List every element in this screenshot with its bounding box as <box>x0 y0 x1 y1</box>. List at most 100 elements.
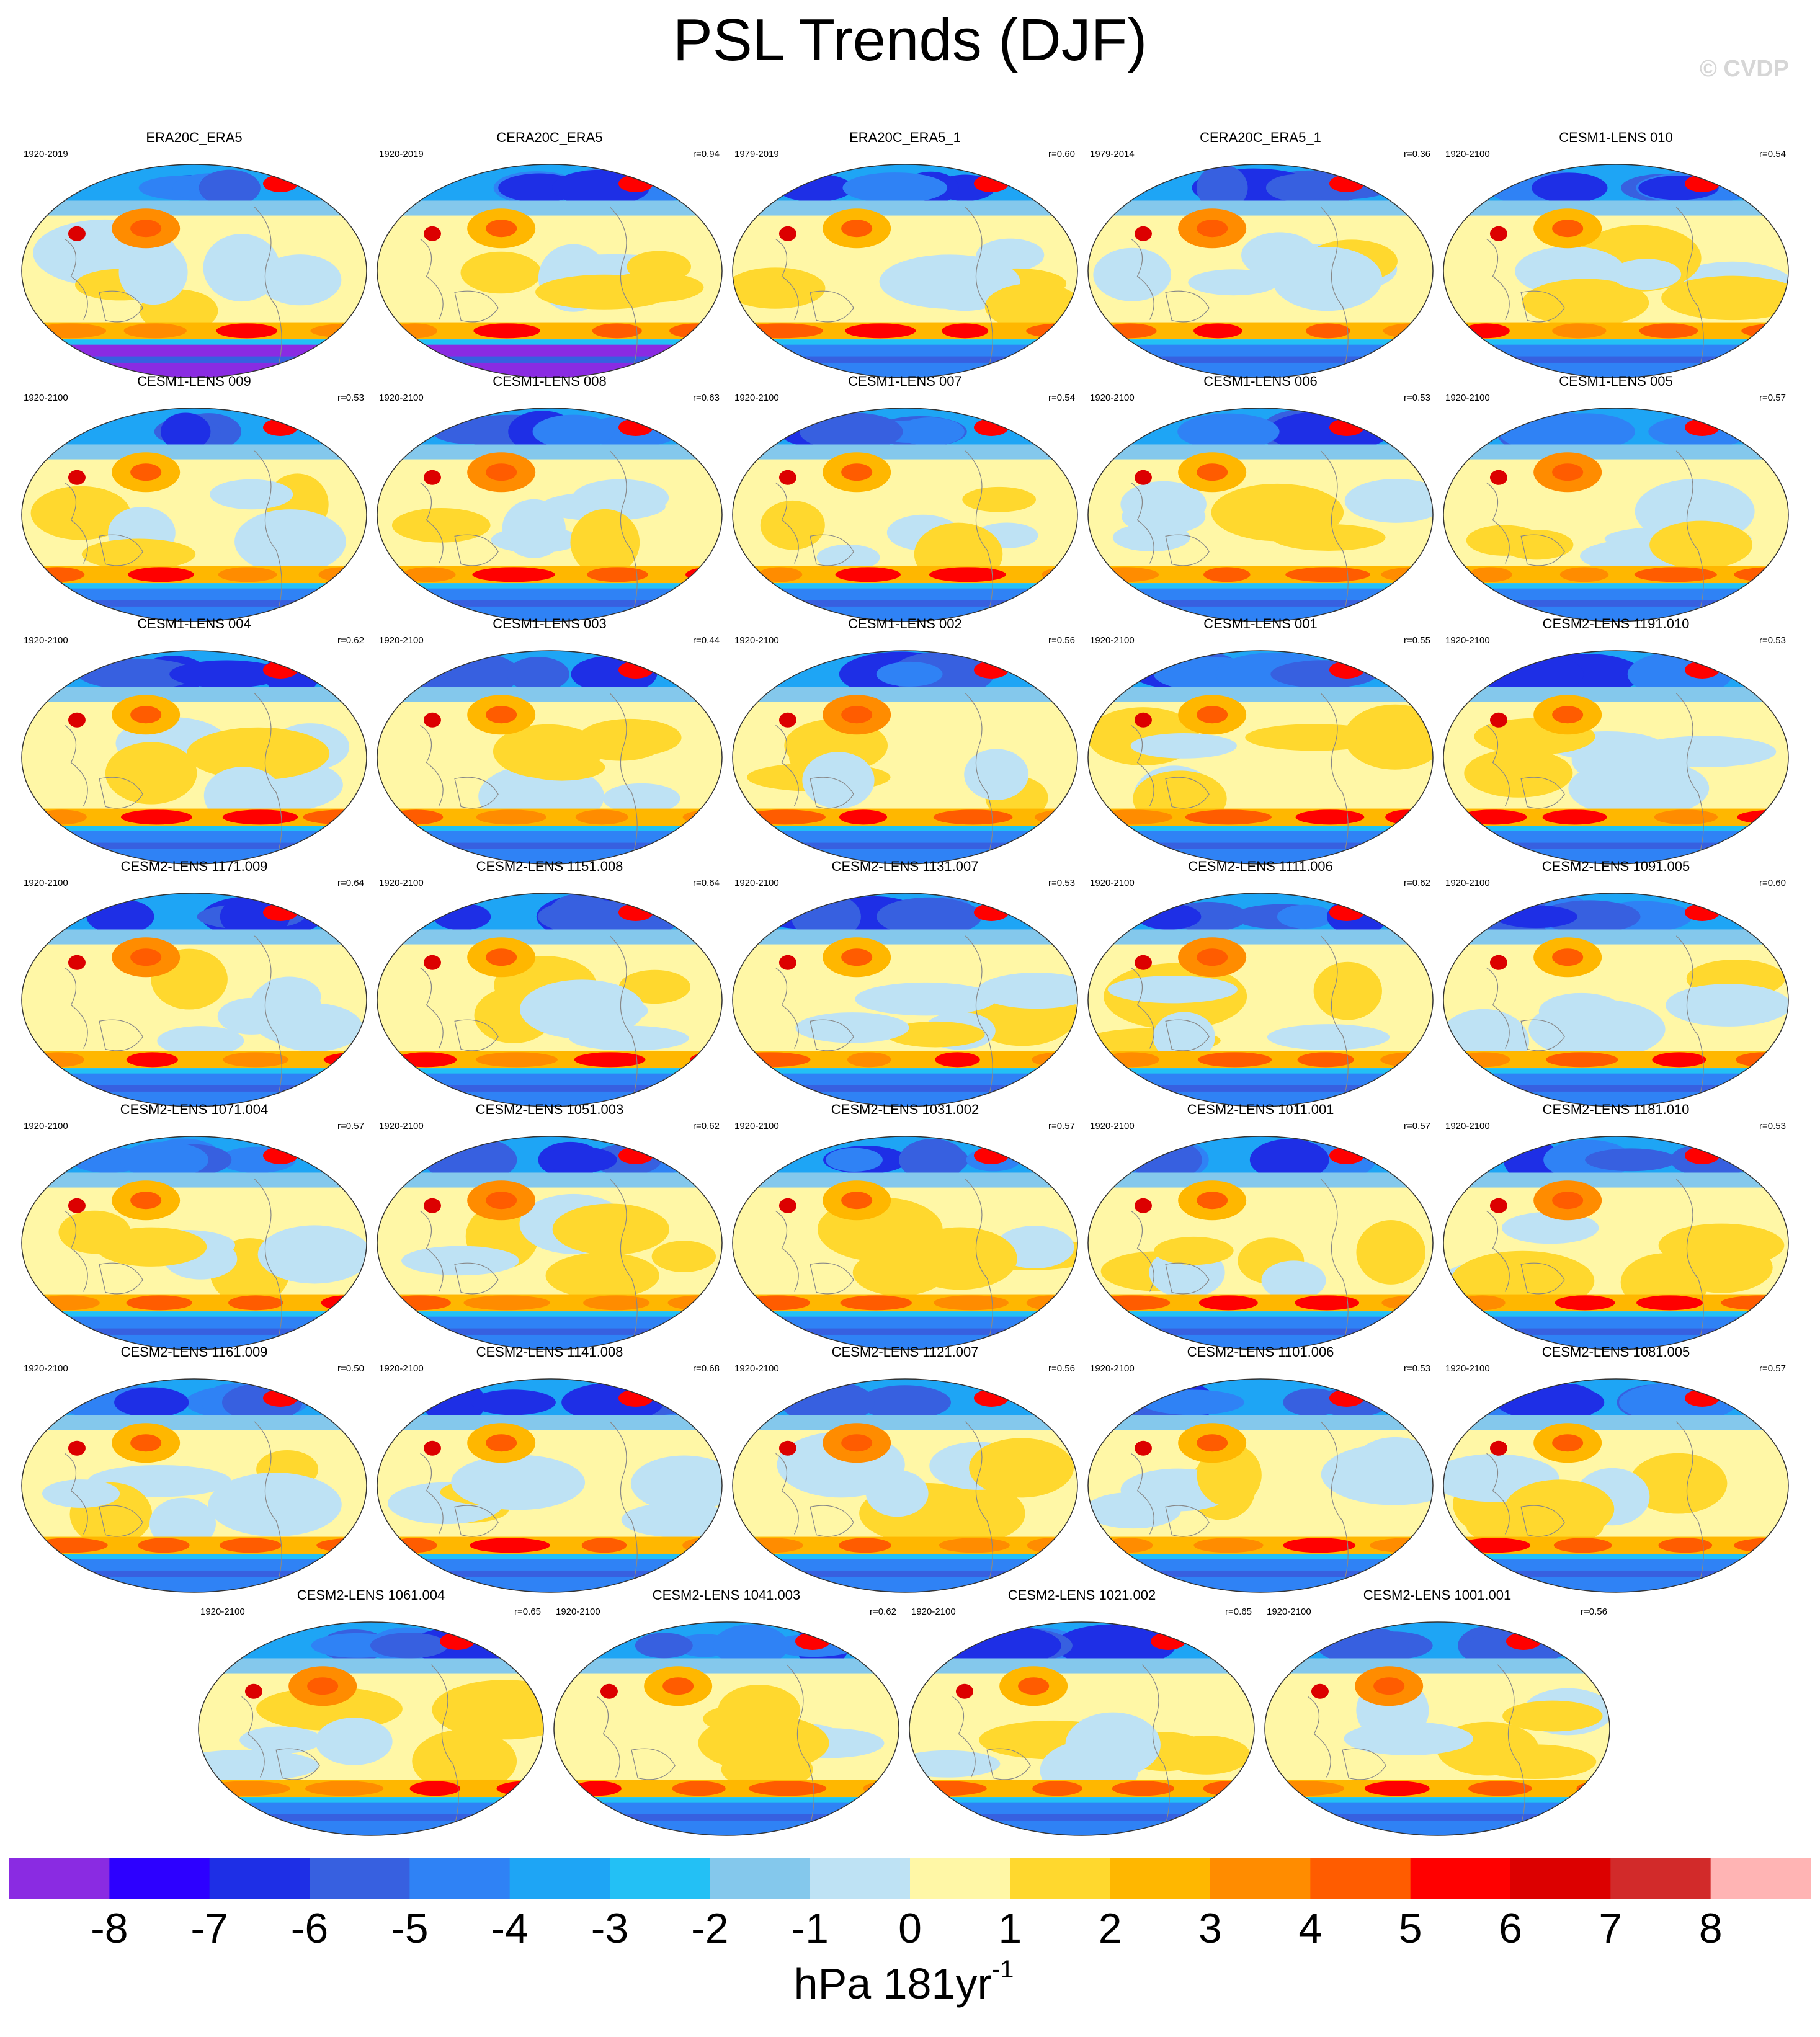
colorbar-tick-label: -7 <box>190 1905 228 1952</box>
colorbar-tick-label: -5 <box>391 1905 428 1952</box>
panel-r-value: r=0.62 <box>693 1121 720 1131</box>
map-panel: CESM2-LENS 1001.001 1920-2100 r=0.56 <box>1264 1587 1610 1836</box>
colorbar-swatch <box>9 1858 110 1899</box>
panel-r-value: r=0.53 <box>1759 1121 1786 1131</box>
colorbar-tick-label: 8 <box>1699 1905 1723 1952</box>
panel-years: 1920-2100 <box>556 1607 600 1617</box>
panel-r-value: r=0.60 <box>1759 878 1786 888</box>
colorbar-tick-label: 6 <box>1499 1905 1522 1952</box>
panel-title: CESM2-LENS 1181.010 <box>1543 1102 1690 1117</box>
panel-title: CESM1-LENS 008 <box>493 373 606 389</box>
map-panel: CESM2-LENS 1111.006 1920-2100 r=0.62 <box>1087 858 1434 1107</box>
colorbar-tick-label: 4 <box>1298 1905 1322 1952</box>
panel-r-value: r=0.57 <box>1048 1121 1075 1131</box>
colorbar-tick-label: 5 <box>1399 1905 1422 1952</box>
panel-years: 1920-2100 <box>1090 635 1135 646</box>
colorbar-swatch <box>610 1858 710 1899</box>
panel-years: 1920-2100 <box>24 1121 68 1131</box>
map-panel: CESM2-LENS 1161.009 1920-2100 r=0.50 <box>21 1344 367 1593</box>
trend-map <box>1443 164 1788 378</box>
trend-map <box>377 893 722 1107</box>
colorbar-tick-label: -8 <box>91 1905 128 1952</box>
colorbar-tick-label: -4 <box>491 1905 528 1952</box>
panel-title: CESM2-LENS 1111.006 <box>1188 858 1333 874</box>
panel-r-value: r=0.65 <box>1225 1607 1252 1617</box>
trend-map <box>1443 408 1788 622</box>
trend-map <box>733 893 1077 1107</box>
panel-years: 1979-2019 <box>734 149 779 159</box>
map-panel: CESM2-LENS 1181.010 1920-2100 r=0.53 <box>1443 1102 1789 1350</box>
panel-r-value: r=0.55 <box>1404 635 1430 646</box>
map-panel: CESM1-LENS 001 1920-2100 r=0.55 <box>1087 616 1434 865</box>
panel-years: 1920-2100 <box>1090 878 1135 888</box>
map-panel: CESM2-LENS 1081.005 1920-2100 r=0.57 <box>1443 1344 1789 1593</box>
map-panel: CESM2-LENS 1141.008 1920-2100 r=0.68 <box>377 1344 723 1593</box>
panel-title: CESM1-LENS 005 <box>1559 373 1672 389</box>
panel-r-value: r=0.57 <box>1759 1363 1786 1374</box>
panel-years: 1920-2100 <box>911 1607 956 1617</box>
colorbar-swatch <box>910 1858 1010 1899</box>
panel-years: 1920-2100 <box>379 1363 424 1374</box>
panel-years: 1920-2100 <box>1445 1363 1490 1374</box>
trend-map <box>1088 408 1433 622</box>
map-panel: CESM1-LENS 005 1920-2100 r=0.57 <box>1443 373 1789 622</box>
panel-r-value: r=0.62 <box>1404 878 1430 888</box>
panel-r-value: r=0.54 <box>1048 393 1075 403</box>
colorbar-swatch <box>810 1858 911 1899</box>
panel-years: 1920-2100 <box>24 393 68 403</box>
colorbar-swatch <box>1210 1858 1311 1899</box>
cvdp-credit: © CVDP <box>1699 56 1789 82</box>
panel-title: CESM2-LENS 1121.007 <box>832 1344 979 1360</box>
panel-title: CESM2-LENS 1061.004 <box>297 1587 445 1603</box>
trend-map <box>377 1379 722 1592</box>
colorbar-tick-label: 2 <box>1099 1905 1122 1952</box>
panel-title: CESM2-LENS 1051.003 <box>476 1102 623 1117</box>
trend-map <box>1443 1136 1788 1350</box>
panel-title: CESM2-LENS 1031.002 <box>831 1102 979 1117</box>
trend-map <box>909 1622 1254 1835</box>
trend-map <box>1265 1622 1610 1835</box>
panel-title: CESM2-LENS 1071.004 <box>120 1102 268 1117</box>
panel-title: CESM1-LENS 002 <box>848 616 961 631</box>
colorbar-swatch <box>209 1858 310 1899</box>
map-panel: CESM1-LENS 010 1920-2100 r=0.54 <box>1443 130 1789 378</box>
trend-map <box>22 651 367 864</box>
trend-map <box>1088 164 1433 378</box>
panel-years: 1920-2019 <box>24 149 68 159</box>
panel-title: CERA20C_ERA5 <box>496 130 602 145</box>
map-panel: CESM1-LENS 008 1920-2100 r=0.63 <box>377 373 723 622</box>
panel-title: CESM2-LENS 1091.005 <box>1542 858 1690 874</box>
panel-r-value: r=0.62 <box>337 635 364 646</box>
panel-years: 1979-2014 <box>1090 149 1135 159</box>
map-panel: ERA20C_ERA5 1920-2019 <box>21 130 367 378</box>
panel-years: 1920-2100 <box>24 1363 68 1374</box>
map-panel: CESM2-LENS 1051.003 1920-2100 r=0.62 <box>377 1102 723 1350</box>
panel-title: CESM2-LENS 1161.009 <box>121 1344 268 1360</box>
trend-map <box>22 1379 367 1592</box>
colorbar-tick-label: 3 <box>1198 1905 1222 1952</box>
panel-title: CESM1-LENS 003 <box>493 616 606 631</box>
panel-years: 1920-2100 <box>24 635 68 646</box>
panel-r-value: r=0.62 <box>870 1607 896 1617</box>
panel-years: 1920-2100 <box>200 1607 245 1617</box>
panel-r-value: r=0.94 <box>693 149 720 159</box>
colorbar-swatch <box>109 1858 210 1899</box>
panel-years: 1920-2100 <box>734 393 779 403</box>
panel-years: 1920-2100 <box>1267 1607 1311 1617</box>
panel-r-value: r=0.56 <box>1048 1363 1075 1374</box>
colorbar-tick-label: -1 <box>791 1905 828 1952</box>
panel-years: 1920-2100 <box>734 635 779 646</box>
panel-r-value: r=0.63 <box>693 393 720 403</box>
panel-title: CESM1-LENS 001 <box>1203 616 1317 631</box>
panel-title: CESM2-LENS 1131.007 <box>832 858 979 874</box>
panel-years: 1920-2100 <box>379 878 424 888</box>
map-panel: ERA20C_ERA5_1 1979-2019 r=0.60 <box>732 130 1078 378</box>
trend-map <box>554 1622 899 1835</box>
colorbar-swatch <box>509 1858 610 1899</box>
colorbar-units-label: hPa 181yr-1 <box>794 1956 1014 2008</box>
trend-map <box>1088 893 1433 1107</box>
panel-title: CESM2-LENS 1151.008 <box>476 858 623 874</box>
panel-years: 1920-2100 <box>1090 1121 1135 1131</box>
panel-years: 1920-2100 <box>24 878 68 888</box>
